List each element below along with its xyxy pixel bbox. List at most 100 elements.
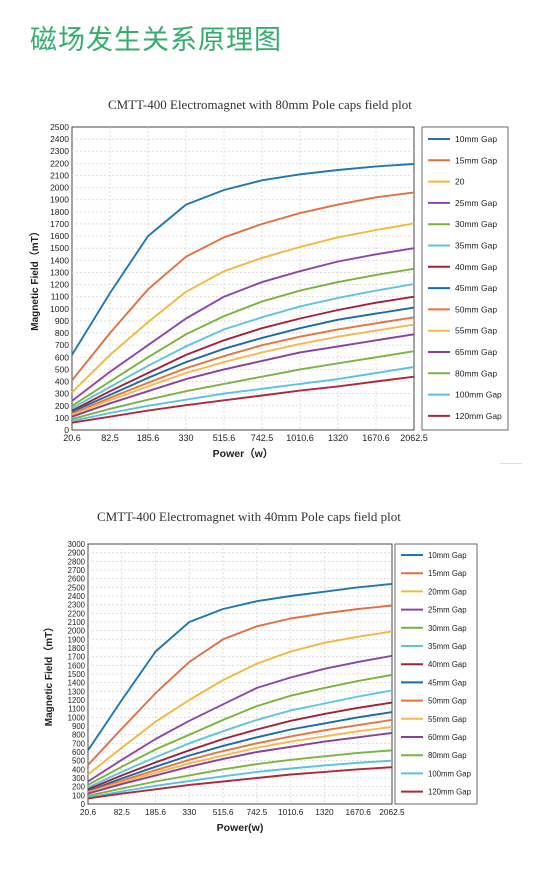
series-line (87, 731, 393, 795)
series-line (71, 306, 415, 413)
y-tick-label: 900 (72, 722, 86, 731)
y-tick-label: 1600 (68, 661, 86, 670)
y-axis-label: Magnetic Field（mT） (28, 226, 41, 330)
y-tick-label: 1000 (50, 304, 69, 314)
y-tick-label: 2000 (50, 183, 69, 193)
y-tick-label: 600 (55, 352, 69, 362)
y-tick-label: 2900 (68, 549, 86, 558)
chart-2-title: CMTT-400 Electromagnet with 40mm Pole ca… (97, 509, 401, 524)
legend-label: 45mm Gap (428, 678, 467, 687)
y-tick-label: 900 (55, 316, 69, 326)
y-tick-label: 1300 (68, 687, 86, 696)
series-line (71, 350, 415, 421)
y-tick-label: 1400 (50, 255, 69, 265)
y-tick-label: 3000 (68, 540, 86, 549)
legend-label: 80mm Gap (428, 751, 467, 760)
chart-1: 0 100 200 300 400 500 600 700 800 900 1000 1100 1200… (28, 122, 509, 460)
series-line (71, 316, 415, 415)
chart-1-title: CMTT-400 Electromagnet with 80mm Pole ca… (108, 97, 412, 112)
series-line (87, 630, 393, 776)
legend-label: 10mm Gap (428, 551, 467, 560)
legend-box (421, 126, 509, 431)
y-tick-label: 1900 (68, 635, 86, 644)
y-tick-label: 2300 (68, 601, 86, 610)
y-tick-label: 300 (55, 389, 69, 399)
y-tick-label: 100 (72, 791, 86, 800)
x-tick-label: 515.6 (213, 433, 236, 443)
divider (500, 463, 522, 464)
series-line (71, 247, 415, 402)
y-tick-label: 0 (64, 425, 69, 435)
chart-2: 0100200300400500600700800900100011001200… (42, 540, 478, 834)
y-tick-label: 100 (55, 413, 69, 423)
y-tick-label: 200 (72, 783, 86, 792)
y-tick-label: 2400 (50, 134, 69, 144)
y-tick-label: 600 (72, 748, 86, 757)
series-line (87, 654, 393, 783)
y-tick-label: 1700 (50, 219, 69, 229)
y-tick-label: 1200 (68, 696, 86, 705)
x-tick-label: 20.6 (80, 807, 97, 817)
y-tick-label: 1600 (50, 231, 69, 241)
x-tick-label: 185.6 (145, 807, 166, 817)
series-line (87, 582, 393, 751)
legend-label: 120mm Gap (428, 788, 472, 797)
legend-label: 10mm Gap (455, 134, 497, 144)
y-tick-label: 500 (55, 364, 69, 374)
y-tick-label: 1800 (50, 207, 69, 217)
y-tick-label: 1500 (50, 243, 69, 253)
y-tick-label: 2200 (50, 158, 69, 168)
x-tick-label: 1670.6 (346, 807, 372, 817)
x-tick-label: 742.5 (247, 807, 268, 817)
x-tick-label: 330 (178, 433, 193, 443)
legend-label: 60mm Gap (428, 733, 467, 742)
x-tick-label: 185.6 (137, 433, 160, 443)
y-tick-label: 2200 (68, 609, 86, 618)
x-tick-label: 82.5 (114, 807, 131, 817)
series-line (87, 749, 393, 797)
y-tick-label: 2700 (68, 566, 86, 575)
y-tick-label: 800 (72, 731, 86, 740)
series-line (71, 191, 415, 381)
x-tick-label: 2062.5 (400, 433, 428, 443)
y-tick-label: 400 (55, 377, 69, 387)
legend-label: 30mm Gap (455, 219, 497, 229)
series-line (87, 689, 393, 789)
x-tick-label: 1010.6 (278, 807, 304, 817)
legend-label: 40mm Gap (455, 262, 497, 272)
legend-label: 20 (455, 177, 465, 187)
y-tick-label: 0 (81, 800, 86, 809)
legend-label: 100mm Gap (455, 390, 502, 400)
x-tick-label: 515.6 (213, 807, 234, 817)
y-tick-label: 800 (55, 328, 69, 338)
legend-box (394, 543, 478, 805)
y-tick-label: 1500 (68, 670, 86, 679)
legend-label: 80mm Gap (455, 368, 497, 378)
x-tick-label: 1320 (315, 807, 334, 817)
series-line (87, 718, 393, 793)
legend-label: 50mm Gap (428, 697, 467, 706)
legend-label: 30mm Gap (428, 624, 467, 633)
y-tick-label: 1100 (68, 705, 85, 714)
y-tick-label: 2400 (68, 592, 86, 601)
legend-label: 100mm Gap (428, 769, 472, 778)
y-tick-label: 200 (55, 401, 69, 411)
y-tick-label: 2000 (68, 627, 86, 636)
y-tick-label: 1400 (68, 679, 86, 688)
x-tick-label: 1320 (328, 433, 348, 443)
x-tick-label: 742.5 (251, 433, 274, 443)
x-tick-label: 82.5 (101, 433, 119, 443)
y-tick-label: 2300 (50, 146, 69, 156)
x-axis-label: Power（w） (213, 447, 274, 460)
series-line (87, 725, 393, 794)
y-tick-label: 1800 (68, 644, 86, 653)
series-line (71, 295, 415, 412)
x-tick-label: 2062.5 (379, 807, 405, 817)
legend-label: 15mm Gap (455, 155, 497, 165)
y-tick-label: 2500 (50, 122, 69, 132)
legend-label: 25mm Gap (428, 606, 467, 615)
series-line (87, 766, 393, 800)
y-tick-label: 700 (55, 340, 69, 350)
y-tick-label: 1700 (68, 653, 86, 662)
series-line (87, 604, 393, 766)
